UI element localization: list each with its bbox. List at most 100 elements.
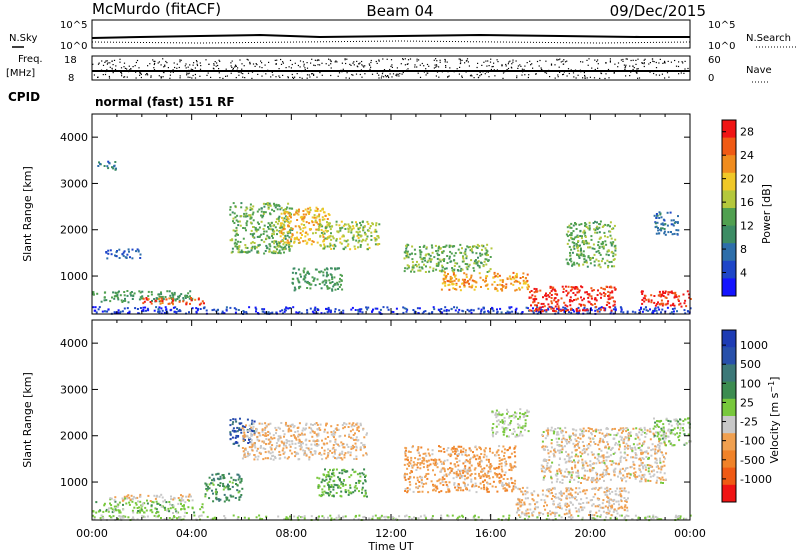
heatmap-cell: [431, 311, 434, 314]
nave-dot: [297, 64, 299, 67]
heatmap-cell: [314, 452, 317, 455]
heatmap-cell: [143, 511, 146, 514]
nave-dot: [524, 65, 526, 67]
heatmap-cell: [459, 489, 462, 492]
heatmap-cell: [337, 231, 340, 234]
heatmap-cell: [313, 440, 316, 443]
heatmap-cell: [131, 518, 134, 521]
heatmap-cell: [172, 306, 175, 309]
heatmap-cell: [459, 474, 462, 477]
heatmap-cell: [269, 446, 272, 449]
heatmap-cell: [592, 222, 595, 224]
heatmap-cell: [129, 256, 131, 259]
heatmap-cell: [577, 311, 580, 314]
heatmap-cell: [613, 265, 616, 268]
heatmap-cell: [317, 485, 320, 488]
heatmap-cell: [688, 296, 691, 299]
heatmap-cell: [501, 481, 504, 484]
heatmap-cell: [427, 259, 430, 262]
heatmap-cell: [464, 278, 466, 281]
nave-dot: [186, 74, 188, 76]
heatmap-cell: [544, 294, 546, 297]
heatmap-cell: [297, 210, 300, 213]
nave-dot: [409, 58, 412, 60]
heatmap-cell: [308, 449, 311, 452]
nave-dot: [304, 67, 306, 69]
heatmap-cell: [337, 288, 340, 290]
heatmap-cell: [275, 429, 278, 432]
heatmap-cell: [441, 269, 444, 272]
heatmap-cell: [249, 208, 252, 211]
heatmap-cell: [290, 452, 293, 455]
heatmap-cell: [153, 309, 156, 312]
heatmap-cell: [338, 453, 341, 456]
nave-dot: [559, 58, 561, 60]
heatmap-cell: [501, 281, 504, 283]
heatmap-cell: [545, 309, 548, 312]
nave-dot: [398, 75, 400, 77]
heatmap-cell: [237, 220, 240, 223]
heatmap-cell: [670, 290, 673, 293]
heatmap-cell: [170, 495, 172, 498]
nave-dot: [617, 66, 619, 68]
heatmap-cell: [329, 490, 332, 493]
heatmap-cell: [426, 464, 429, 467]
heatmap-cell: [354, 247, 357, 250]
nave-dot: [164, 64, 166, 66]
nave-dot: [299, 60, 302, 62]
heatmap-cell: [275, 218, 278, 221]
heatmap-cell: [599, 308, 602, 311]
heatmap-cell: [403, 257, 406, 260]
heatmap-cell: [339, 277, 341, 280]
nave-dot: [138, 67, 140, 69]
heatmap-cell: [315, 422, 318, 424]
heatmap-cell: [446, 485, 449, 488]
heatmap-cell: [586, 293, 589, 296]
heatmap-cell: [355, 221, 357, 224]
nave-dot: [261, 62, 263, 64]
heatmap-cell: [661, 227, 664, 230]
heatmap-cell: [309, 451, 312, 453]
heatmap-cell: [113, 297, 116, 300]
heatmap-cell: [169, 309, 172, 312]
heatmap-cell: [261, 518, 264, 520]
nave-dot: [249, 61, 251, 63]
heatmap-cell: [352, 227, 355, 230]
heatmap-cell: [302, 271, 305, 274]
heatmap-cell: [426, 261, 429, 264]
heatmap-cell: [663, 219, 666, 222]
heatmap-cell: [461, 278, 464, 281]
heatmap-cell: [607, 298, 610, 301]
heatmap-cell: [138, 290, 141, 293]
nave-dot: [308, 74, 310, 76]
heatmap-cell: [658, 308, 661, 311]
heatmap-cell: [568, 224, 571, 227]
heatmap-cell: [298, 286, 301, 288]
heatmap-cell: [641, 299, 644, 301]
heatmap-cell: [184, 297, 187, 299]
heatmap-cell: [540, 302, 543, 305]
nave-dot: [199, 68, 202, 70]
heatmap-cell: [109, 497, 112, 500]
nave-dot: [630, 71, 632, 73]
heatmap-cell: [418, 481, 421, 483]
heatmap-cell: [478, 474, 481, 477]
heatmap-cell: [166, 311, 169, 314]
heatmap-cell: [221, 474, 224, 477]
heatmap-cell: [126, 290, 129, 292]
nave-dot: [208, 63, 210, 65]
heatmap-cell: [574, 222, 576, 224]
heatmap-cell: [219, 498, 222, 501]
heatmap-cell: [499, 283, 502, 286]
heatmap-cell: [318, 283, 321, 285]
heatmap-cell: [451, 269, 454, 272]
freq-panel-frame: [91, 55, 691, 81]
heatmap-cell: [302, 217, 305, 220]
heatmap-cell: [275, 432, 277, 435]
heatmap-cell: [229, 208, 232, 211]
heatmap-cell: [415, 265, 418, 268]
nave-dot: [400, 63, 402, 65]
heatmap-cell: [163, 518, 166, 521]
heatmap-cell: [532, 301, 535, 304]
nave-dot: [239, 71, 241, 73]
